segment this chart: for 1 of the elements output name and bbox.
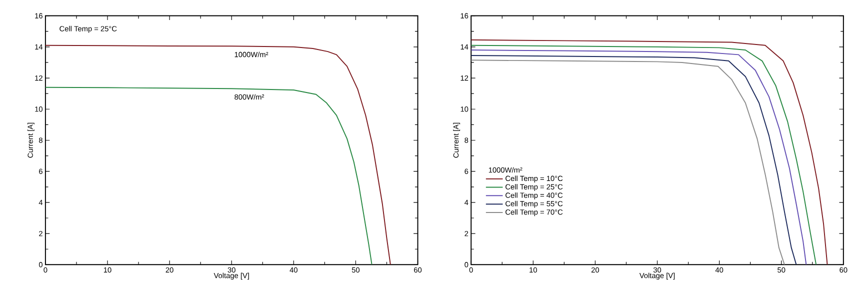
line-series	[45, 86, 372, 265]
